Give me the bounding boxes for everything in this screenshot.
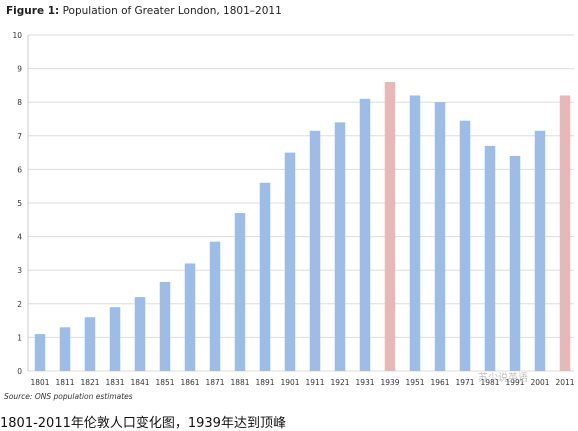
bar-1981 bbox=[484, 145, 496, 371]
x-tick-label: 1851 bbox=[155, 378, 174, 387]
bar-2011 bbox=[559, 95, 571, 371]
bar-1861 bbox=[184, 263, 196, 371]
y-tick-label: 8 bbox=[17, 98, 22, 107]
x-tick-label: 1981 bbox=[480, 378, 499, 387]
x-tick-label: 1841 bbox=[130, 378, 149, 387]
x-tick-label: 1891 bbox=[255, 378, 274, 387]
x-tick-label: 1831 bbox=[105, 378, 124, 387]
bars bbox=[34, 82, 571, 372]
bar-1881 bbox=[234, 213, 246, 371]
bar-1961 bbox=[434, 102, 446, 371]
y-tick-label: 10 bbox=[12, 31, 22, 40]
figure-label: Figure 1: bbox=[6, 5, 60, 17]
x-tick-label: 2001 bbox=[530, 378, 549, 387]
bar-1871 bbox=[209, 241, 221, 371]
image-caption: 1801-2011年伦敦人口变化图，1939年达到顶峰 bbox=[0, 416, 286, 431]
x-tick-label: 1961 bbox=[430, 378, 449, 387]
bar-1901 bbox=[284, 152, 296, 371]
bar-1991 bbox=[509, 155, 521, 371]
x-tick-label: 1861 bbox=[180, 378, 199, 387]
y-tick-label: 9 bbox=[17, 65, 22, 74]
x-tick-label: 1881 bbox=[230, 378, 249, 387]
chart-title: Figure 1: Population of Greater London, … bbox=[6, 5, 282, 17]
bar-1831 bbox=[109, 307, 121, 371]
x-tick-label: 1971 bbox=[455, 378, 474, 387]
y-tick-label: 5 bbox=[17, 199, 22, 208]
y-tick-label: 4 bbox=[17, 233, 22, 242]
bar-1851 bbox=[159, 281, 171, 371]
bar-1939 bbox=[384, 82, 396, 371]
x-tick-label: 1811 bbox=[55, 378, 74, 387]
x-tick-label: 1911 bbox=[305, 378, 324, 387]
y-tick-label: 1 bbox=[17, 333, 22, 342]
y-tick-label: 7 bbox=[17, 132, 22, 141]
watermark: 苏少说英语 bbox=[478, 373, 528, 384]
bar-1911 bbox=[309, 130, 321, 371]
x-tick-label: 1991 bbox=[505, 378, 524, 387]
chart-title-text: Population of Greater London, 1801–2011 bbox=[62, 5, 282, 17]
bar-1821 bbox=[84, 317, 96, 371]
bar-2001 bbox=[534, 130, 546, 371]
bar-1891 bbox=[259, 182, 271, 371]
x-tick-label: 1871 bbox=[205, 378, 224, 387]
x-tick-label: 1921 bbox=[330, 378, 349, 387]
x-tick-label: 1939 bbox=[380, 378, 399, 387]
bar-1921 bbox=[334, 122, 346, 371]
source-note: Source: ONS population estimates bbox=[4, 392, 133, 401]
bar-1951 bbox=[409, 95, 421, 371]
x-axis-ticks: 1801 1811 1821 1831 1841 1851 1861 1871 1881 1891… bbox=[30, 378, 574, 387]
bar-1811 bbox=[59, 327, 71, 371]
y-tick-label: 3 bbox=[17, 266, 22, 275]
bar-1971 bbox=[459, 120, 471, 372]
x-tick-label: 1951 bbox=[405, 378, 424, 387]
y-axis-ticks: 0 1 2 3 4 5 6 7 8 9 10 bbox=[12, 31, 22, 376]
x-tick-label: 1821 bbox=[80, 378, 99, 387]
x-tick-label: 1901 bbox=[280, 378, 299, 387]
bar-1841 bbox=[134, 297, 146, 371]
y-tick-label: 6 bbox=[17, 165, 22, 174]
bar-1931 bbox=[359, 98, 371, 371]
x-tick-label: 1801 bbox=[30, 378, 49, 387]
x-tick-label: 1931 bbox=[355, 378, 374, 387]
y-tick-label: 0 bbox=[17, 367, 22, 376]
x-tick-label: 2011 bbox=[555, 378, 574, 387]
y-tick-label: 2 bbox=[17, 300, 22, 309]
bar-1801 bbox=[34, 334, 46, 371]
